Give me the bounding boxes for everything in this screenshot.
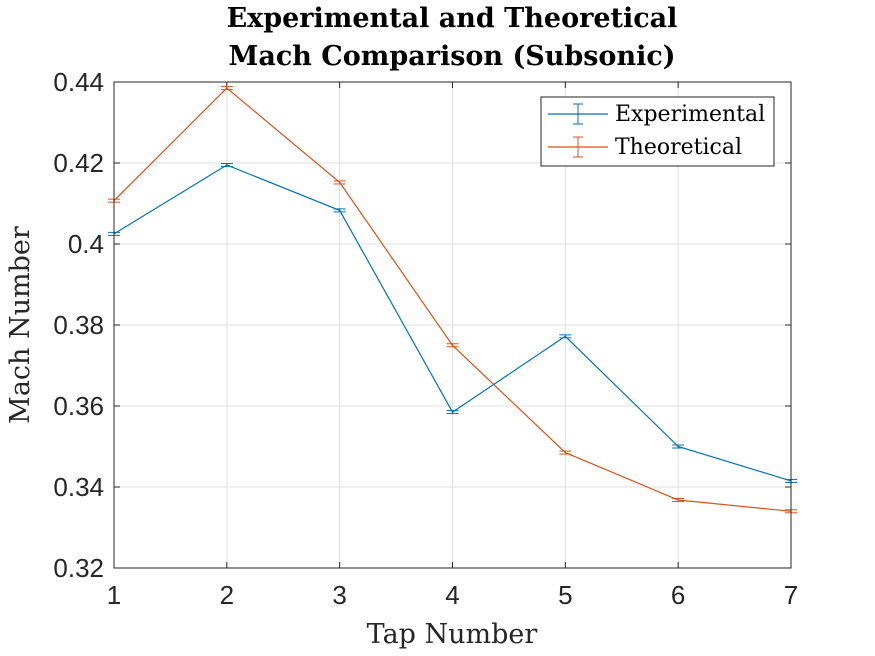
x-tick-label: 5 — [558, 580, 572, 610]
x-tick-label: 1 — [107, 580, 121, 610]
error-bar — [672, 497, 685, 502]
error-bar — [559, 450, 572, 455]
error-bar — [333, 180, 346, 185]
x-tick-label: 6 — [671, 580, 685, 610]
error-bar — [672, 444, 685, 449]
legend-label: Experimental — [615, 102, 765, 127]
y-tick-label: 0.4 — [68, 229, 104, 259]
plot-frame — [113, 81, 792, 569]
y-tick-label: 0.38 — [53, 310, 104, 340]
y-tick-label: 0.44 — [53, 67, 104, 97]
y-tick-label: 0.32 — [53, 553, 104, 583]
error-bar — [446, 410, 459, 415]
x-tick-label: 3 — [332, 580, 346, 610]
legend: Experimental Theoretical — [540, 96, 775, 167]
legend-box — [540, 96, 775, 167]
x-axis-label: Tap Number — [367, 619, 538, 650]
series-layer — [108, 86, 797, 514]
legend-entry-theoretical: Theoretical — [548, 135, 742, 160]
error-bar — [559, 334, 572, 339]
chart-title-line-1: Experimental and Theoretical — [227, 3, 678, 34]
x-tick-label: 7 — [784, 580, 798, 610]
y-axis-label: Mach Number — [5, 226, 36, 424]
y-tick-label: 0.36 — [53, 391, 104, 421]
error-bar — [220, 163, 233, 168]
x-tick-label: 4 — [445, 580, 459, 610]
legend-entry-experimental: Experimental — [548, 102, 765, 127]
chart-title-line-2: Mach Comparison (Subsonic) — [228, 41, 675, 72]
y-tick-label: 0.34 — [53, 472, 104, 502]
x-tick-label: 2 — [220, 580, 234, 610]
error-bar — [220, 86, 233, 91]
legend-label: Theoretical — [615, 135, 742, 160]
error-bar — [333, 208, 346, 213]
y-tick-label: 0.42 — [53, 148, 104, 178]
error-bar — [446, 343, 459, 348]
axis-ticks: 1 2 3 4 5 6 7 0.32 0.34 0.36 0.38 0.4 0.42 0.44 — [53, 67, 798, 610]
